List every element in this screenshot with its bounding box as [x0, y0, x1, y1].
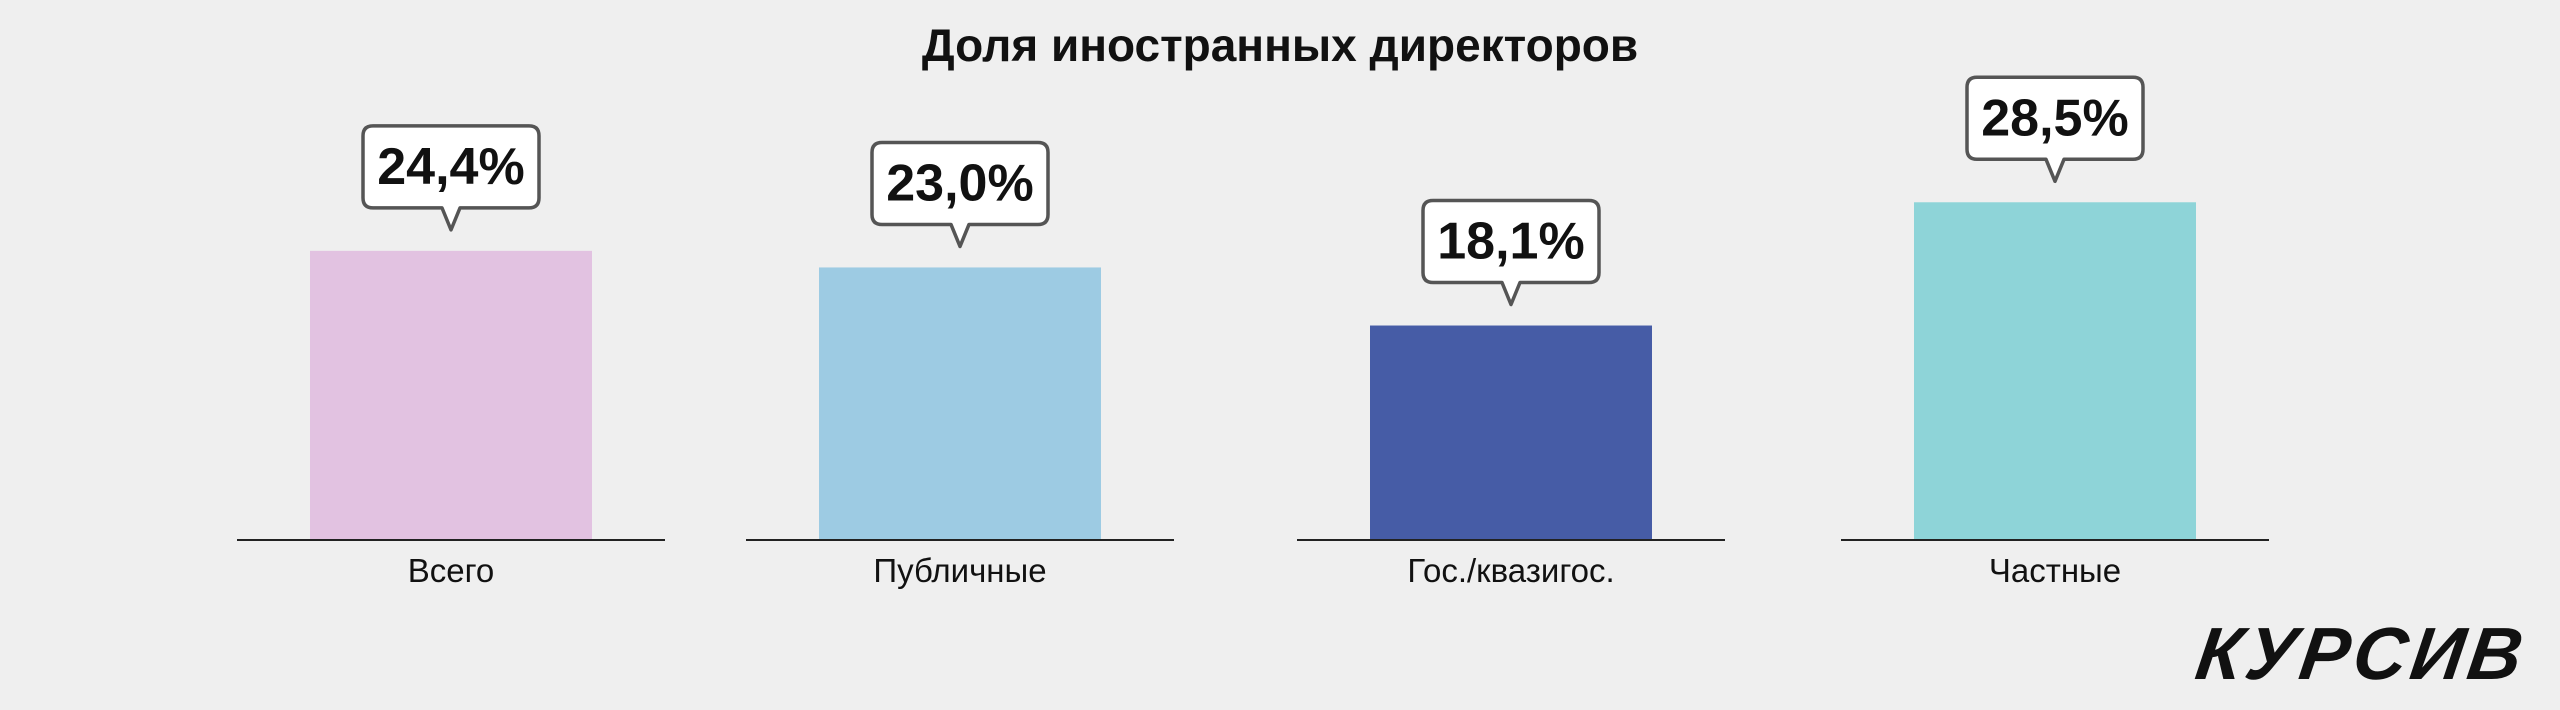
bar — [1914, 202, 2196, 540]
value-callout — [361, 124, 541, 232]
bar — [1370, 325, 1652, 540]
value-callout — [1421, 198, 1601, 307]
chart-title: Доля иностранных директоров — [921, 19, 1639, 71]
value-label: 24,4% — [377, 138, 524, 196]
category-label: Публичные — [873, 552, 1046, 589]
bar — [310, 250, 592, 541]
value-callout — [870, 140, 1050, 249]
value-label: 28,5% — [1981, 89, 2128, 147]
category-label: Гос./квазигос. — [1407, 552, 1614, 589]
category-label: Всего — [408, 552, 495, 589]
value-label: 23,0% — [886, 154, 1033, 212]
value-callout — [1965, 75, 2145, 184]
bar — [819, 267, 1101, 540]
category-label: Частные — [1989, 552, 2121, 589]
value-label: 18,1% — [1437, 213, 1584, 271]
kursiv-logo: КУРСИВ — [2191, 612, 2532, 695]
